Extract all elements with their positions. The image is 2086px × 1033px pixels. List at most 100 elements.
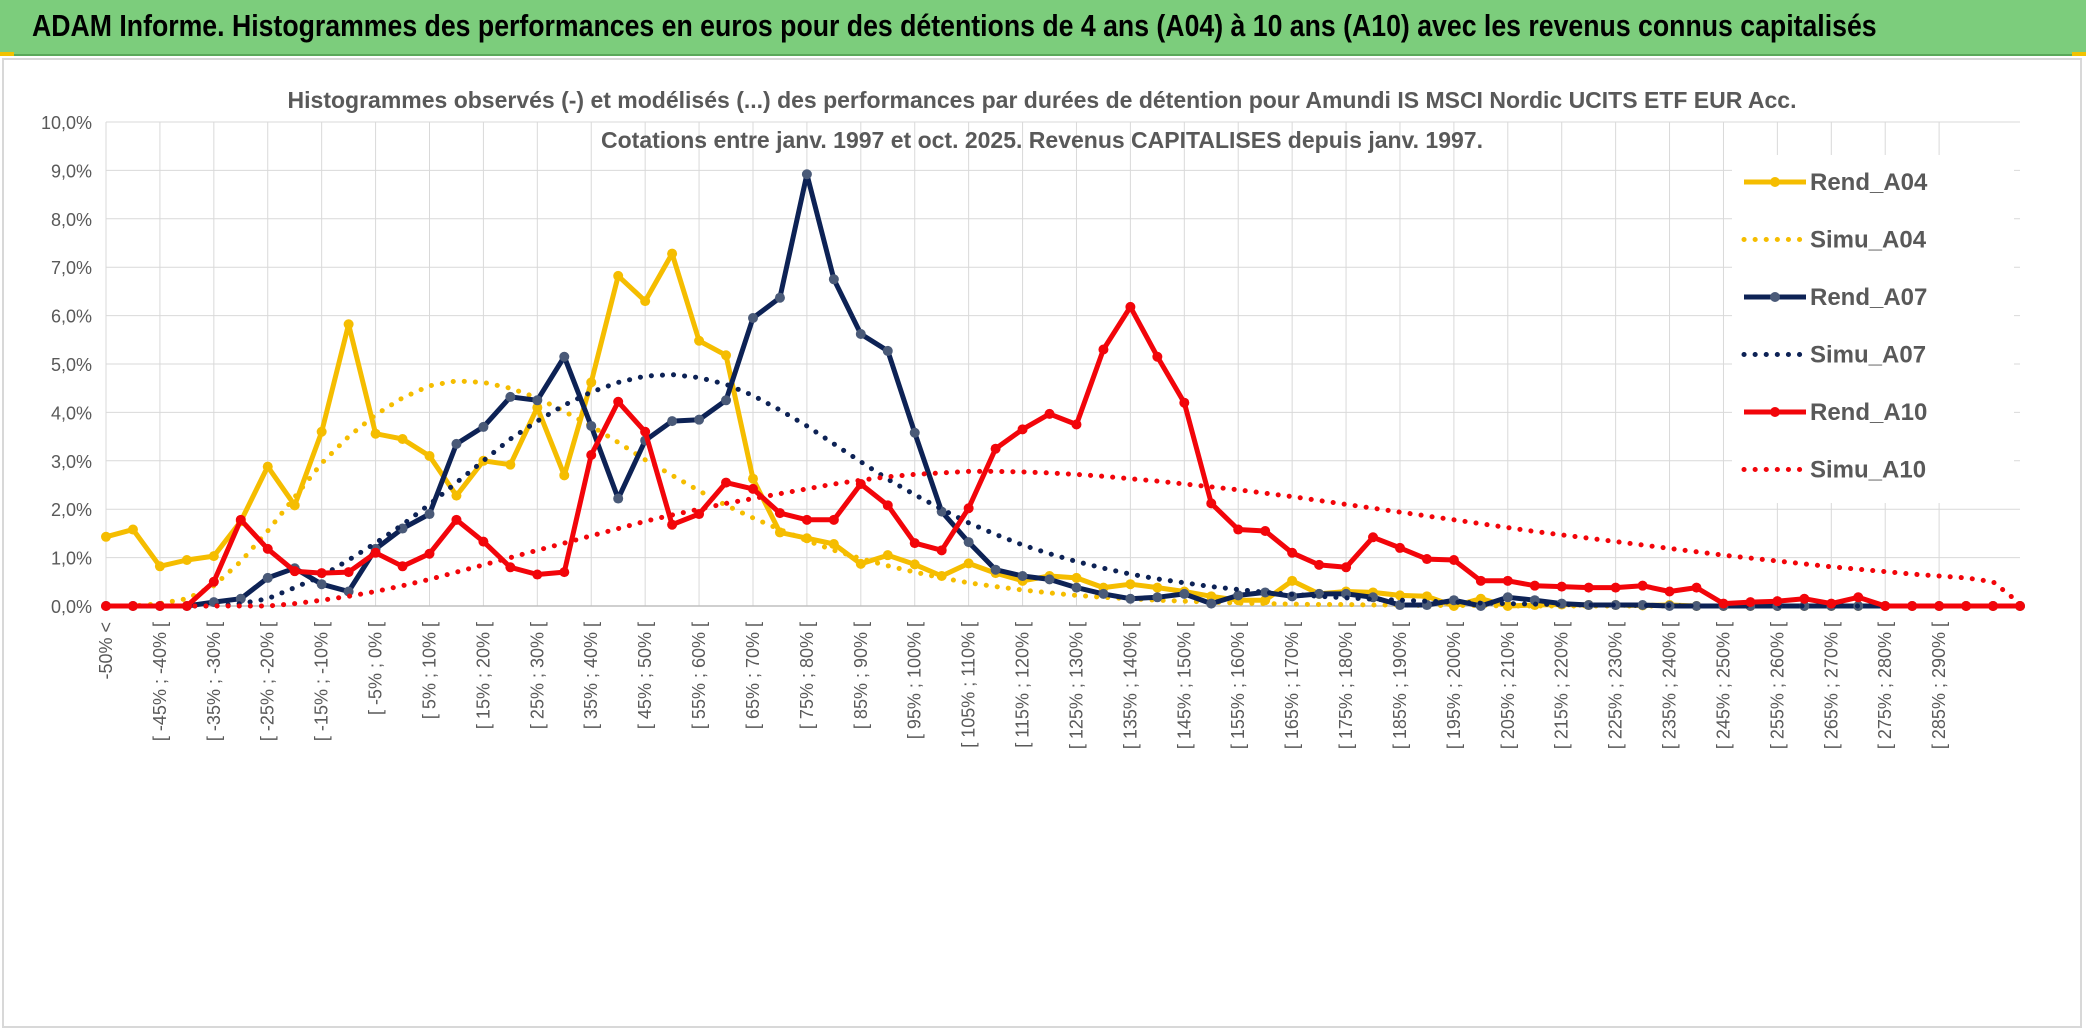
data-point-rend-a10 <box>1260 525 1271 536</box>
data-point-rend-a10 <box>1044 408 1055 419</box>
data-point-rend-a10 <box>1394 542 1405 553</box>
data-point-rend-a10 <box>1341 562 1352 573</box>
data-point-rend-a04 <box>451 490 462 501</box>
data-point-rend-a10 <box>1799 593 1810 604</box>
x-tick-label: [ 135% ; 140% [ <box>1120 622 1140 749</box>
data-point-rend-a07 <box>1206 598 1217 609</box>
data-point-rend-a04 <box>316 426 327 437</box>
data-point-rend-a10 <box>1421 554 1432 565</box>
data-point-rend-a10 <box>343 567 354 578</box>
data-point-rend-a07 <box>1098 588 1109 599</box>
x-tick-label: [ -15% ; -10% [ <box>312 622 332 741</box>
data-point-rend-a10 <box>127 601 138 611</box>
data-point-rend-a04 <box>343 319 354 330</box>
data-point-rend-a07 <box>909 427 920 438</box>
x-tick-label: [ 255% ; 260% [ <box>1767 622 1787 749</box>
data-point-rend-a10 <box>262 543 273 554</box>
x-tick-label: [ 55% ; 60% [ <box>689 622 709 729</box>
data-point-rend-a10 <box>721 477 732 488</box>
data-point-rend-a07 <box>613 493 624 504</box>
data-point-rend-a10 <box>1988 601 1999 611</box>
legend-label-simu-a10: Simu_A10 <box>1810 457 1926 484</box>
data-point-rend-a10 <box>1125 301 1136 312</box>
data-point-rend-a10 <box>640 426 651 437</box>
data-point-rend-a04 <box>747 473 758 484</box>
data-point-rend-a10 <box>235 514 246 525</box>
x-tick-label: [ 25% ; 30% [ <box>527 622 547 729</box>
data-point-rend-a04 <box>154 561 165 572</box>
data-point-rend-a10 <box>1637 580 1648 591</box>
data-point-rend-a07 <box>694 414 705 425</box>
chart-subtitle: Cotations entre janv. 1997 et oct. 2025.… <box>601 127 1483 153</box>
data-point-rend-a04 <box>909 559 920 570</box>
x-axis: -50% < [ -45% ; -40% [[ -35% ; -30% [[ -2… <box>96 622 1949 749</box>
data-point-rend-a07 <box>882 345 893 356</box>
data-point-rend-a04 <box>613 270 624 281</box>
data-point-rend-a10 <box>936 545 947 556</box>
data-point-rend-a07 <box>1125 593 1136 604</box>
x-tick-label: [ 175% ; 180% [ <box>1336 622 1356 749</box>
data-point-rend-a10 <box>1287 547 1298 558</box>
data-point-rend-a04 <box>181 555 192 566</box>
data-point-rend-a04 <box>208 551 219 562</box>
data-point-rend-a10 <box>1206 498 1217 509</box>
x-tick-label: [ 245% ; 250% [ <box>1713 622 1733 749</box>
data-point-rend-a04 <box>262 461 273 472</box>
data-point-rend-a07 <box>1314 588 1325 599</box>
data-point-rend-a04 <box>424 450 435 461</box>
data-point-rend-a10 <box>613 396 624 407</box>
report-header: ADAM Informe. Histogrammes des performan… <box>0 0 2086 56</box>
data-point-rend-a10 <box>1529 580 1540 591</box>
data-point-rend-a07 <box>1260 587 1271 598</box>
data-point-rend-a04 <box>370 428 381 439</box>
data-point-rend-a10 <box>747 483 758 494</box>
data-point-rend-a04 <box>1287 575 1298 586</box>
data-point-rend-a04 <box>532 402 543 413</box>
data-point-rend-a07 <box>559 351 570 362</box>
legend-marker-rend-a10 <box>1770 407 1780 417</box>
data-point-rend-a10 <box>181 601 192 611</box>
data-point-rend-a10 <box>1583 582 1594 593</box>
data-point-rend-a10 <box>1718 598 1729 609</box>
data-point-rend-a07 <box>990 564 1001 575</box>
data-point-rend-a10 <box>801 514 812 525</box>
x-tick-label: [ 165% ; 170% [ <box>1282 622 1302 749</box>
data-point-rend-a10 <box>1556 581 1567 592</box>
series-line-simu-a10 <box>103 468 2023 609</box>
data-point-rend-a07 <box>667 416 678 427</box>
y-tick-label: 10,0% <box>41 113 92 133</box>
data-point-rend-a10 <box>478 536 489 547</box>
data-point-rend-a04 <box>694 335 705 346</box>
data-point-rend-a10 <box>1448 555 1459 566</box>
data-point-rend-a07 <box>343 586 354 597</box>
data-point-rend-a10 <box>1368 532 1379 543</box>
legend-marker-rend-a07 <box>1770 292 1780 302</box>
legend-label-simu-a04: Simu_A04 <box>1810 227 1927 254</box>
data-point-rend-a10 <box>397 561 408 572</box>
y-tick-label: 8,0% <box>51 210 92 230</box>
x-tick-label: [ 215% ; 220% [ <box>1552 622 1572 749</box>
data-point-rend-a04 <box>397 434 408 445</box>
data-point-rend-a10 <box>1772 596 1783 607</box>
data-point-rend-a10 <box>424 548 435 559</box>
data-point-rend-a04 <box>667 248 678 259</box>
data-point-rend-a10 <box>828 514 839 525</box>
x-tick-label: [ 205% ; 210% [ <box>1498 622 1518 749</box>
legend-box <box>1732 155 2014 503</box>
data-point-rend-a10 <box>1475 575 1486 586</box>
x-tick-label: [ -25% ; -20% [ <box>258 622 278 741</box>
legend-label-rend-a07: Rend_A07 <box>1810 284 1927 311</box>
x-tick-label: [ -35% ; -30% [ <box>204 622 224 741</box>
data-point-rend-a10 <box>1934 601 1945 611</box>
data-point-rend-a07 <box>855 328 866 339</box>
data-point-rend-a07 <box>801 169 812 180</box>
y-tick-label: 6,0% <box>51 307 92 327</box>
data-point-rend-a07 <box>532 395 543 406</box>
data-point-rend-a07 <box>747 313 758 324</box>
x-tick-label: [ 145% ; 150% [ <box>1174 622 1194 749</box>
x-tick-label: [ 155% ; 160% [ <box>1228 622 1248 749</box>
x-tick-label: [ 85% ; 90% [ <box>851 622 871 729</box>
data-point-rend-a10 <box>1691 582 1702 593</box>
x-tick-label: -50% < <box>96 622 116 680</box>
data-point-rend-a04 <box>101 531 111 542</box>
